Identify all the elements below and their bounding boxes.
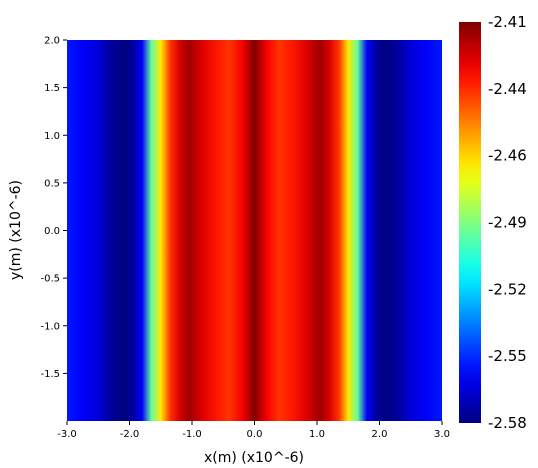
colorbar-tick-label: -2.41 bbox=[488, 13, 527, 31]
y-tick-label: 2.0 bbox=[44, 36, 60, 47]
x-tick-label: -3.0 bbox=[57, 429, 77, 440]
colorbar-tick-label: -2.44 bbox=[488, 80, 527, 98]
colorbar-tick-label: -2.52 bbox=[488, 280, 527, 298]
x-tick-label: 1.0 bbox=[309, 429, 325, 440]
y-tick-label: -0.5 bbox=[40, 274, 60, 285]
colorbar-tick-label: -2.46 bbox=[488, 147, 527, 165]
heatmap-field bbox=[67, 40, 442, 421]
y-axis-ticks: 2.0 1.5 1.0 0.5 0.0 -0.5 -1.0 -1.5 bbox=[40, 36, 67, 380]
y-tick-label: 0.5 bbox=[44, 178, 60, 189]
colorbar bbox=[459, 22, 481, 423]
colorbar-tick-label: -2.55 bbox=[488, 347, 527, 365]
x-tick-label: -1.0 bbox=[182, 429, 202, 440]
x-tick-label: 3.0 bbox=[434, 429, 450, 440]
colorbar-tick-label: -2.49 bbox=[488, 214, 527, 232]
x-tick-label: -2.0 bbox=[120, 429, 140, 440]
x-axis-label: x(m) (x10^-6) bbox=[204, 450, 304, 466]
y-tick-label: 1.5 bbox=[44, 83, 60, 94]
x-tick-label: 0.0 bbox=[247, 429, 263, 440]
x-tick-label: 2.0 bbox=[372, 429, 388, 440]
x-axis-ticks: -3.0 -2.0 -1.0 0.0 1.0 2.0 3.0 bbox=[57, 421, 450, 440]
y-tick-label: 1.0 bbox=[44, 131, 60, 142]
y-tick-label: 0.0 bbox=[44, 226, 60, 237]
y-axis-label: y(m) (x10^-6) bbox=[8, 180, 24, 280]
y-tick-label: -1.0 bbox=[40, 321, 60, 332]
colorbar-ticks: -2.41 -2.44 -2.46 -2.49 -2.52 -2.55 -2.58 bbox=[488, 13, 527, 432]
y-tick-label: -1.5 bbox=[40, 369, 60, 380]
colorbar-tick-label: -2.58 bbox=[488, 414, 527, 432]
